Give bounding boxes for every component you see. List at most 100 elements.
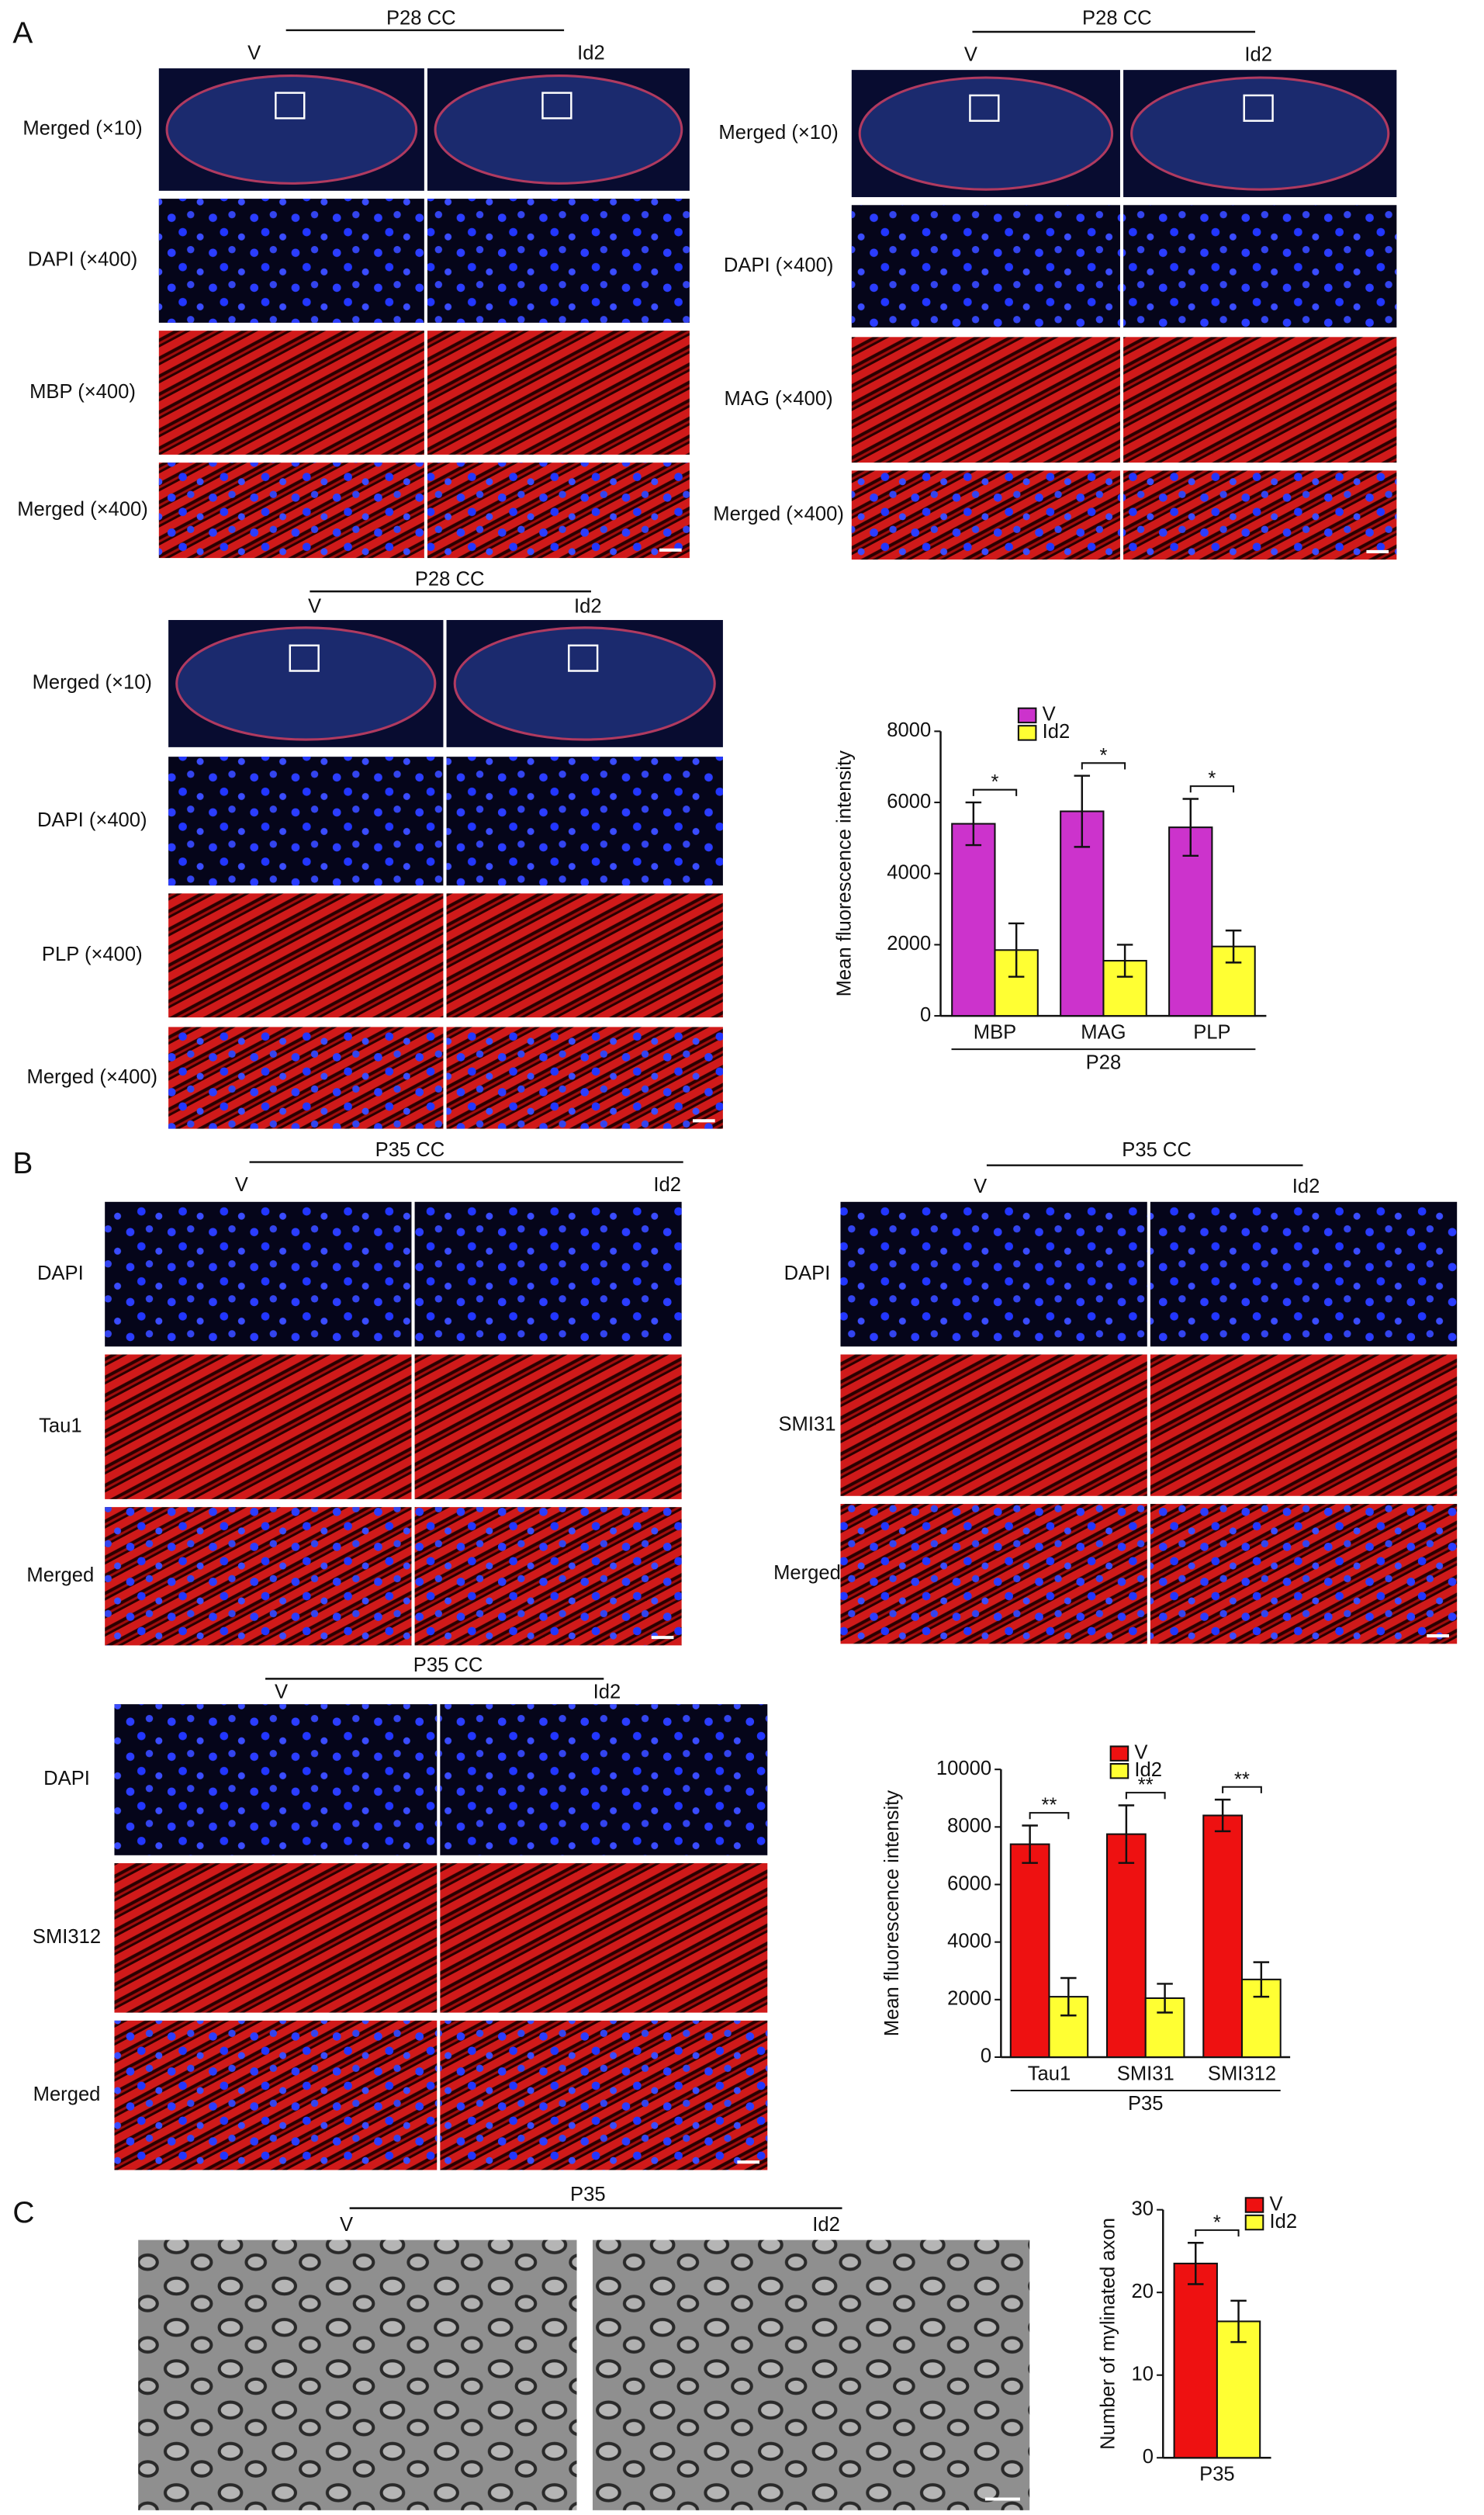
bar [1102, 960, 1147, 1017]
y-tick-label: 20 [1132, 2281, 1154, 2302]
error-bar [965, 801, 982, 847]
error-bar [1225, 929, 1242, 964]
dapi-nuclei [840, 1201, 1147, 1347]
significance: ** [1042, 1795, 1057, 1817]
x-tick-label: P35 [1199, 2464, 1235, 2486]
fiber-stain [158, 331, 424, 455]
fiber-stain [840, 1354, 1147, 1496]
row-label: DAPI [784, 1263, 831, 1284]
y-tick-label: 0 [920, 1004, 931, 1026]
roi-box [568, 644, 599, 672]
y-tick-label: 4000 [887, 862, 931, 884]
dapi-nuclei [427, 462, 690, 559]
roi-box [541, 92, 572, 120]
dapi-nuclei [158, 462, 424, 559]
legend-swatch [1017, 707, 1037, 724]
error-bar [1253, 1961, 1270, 1998]
x-tick-label: SMI312 [1208, 2063, 1276, 2084]
y-tick-label: 8000 [887, 719, 931, 741]
error-bar [1188, 2242, 1204, 2285]
dapi-nuclei [1150, 1504, 1458, 1644]
group-header: P28 CC [415, 569, 485, 591]
significance-bracket [1222, 1786, 1262, 1793]
dapi-nuclei [414, 1507, 682, 1646]
dapi-nuclei [168, 757, 444, 886]
group-header: P35 CC [375, 1139, 445, 1161]
brain-section [1130, 76, 1390, 191]
row-label: Merged [26, 1564, 94, 1586]
bar [1106, 1833, 1147, 2059]
row-label: DAPI (×400) [724, 255, 834, 276]
bar [1202, 1814, 1244, 2059]
y-tick-label: 6000 [947, 1872, 991, 1894]
error-bar [1116, 944, 1133, 978]
column-label: V [340, 2214, 353, 2236]
fiber-stain [168, 893, 444, 1018]
row-label: DAPI (×400) [37, 809, 147, 831]
row-label: SMI31 [778, 1413, 835, 1435]
error-bar [1022, 1824, 1038, 1864]
fiber-stain [114, 1863, 438, 2013]
dapi-nuclei [851, 205, 1120, 328]
y-tick-label: 2000 [947, 1988, 991, 2010]
error-bar [1157, 1983, 1173, 2014]
panel-label: A [12, 16, 33, 50]
panel-label: C [12, 2196, 34, 2229]
column-label: Id2 [593, 1682, 621, 1703]
group-label: P28 [1086, 1051, 1122, 1073]
row-label: Merged (×10) [33, 672, 152, 694]
row-label: DAPI [37, 1263, 84, 1284]
y-axis-label: Number of mylinated axon [1097, 2218, 1119, 2450]
fiber-stain [105, 1354, 412, 1499]
brain-section [165, 74, 418, 185]
fiber-stain [414, 1354, 682, 1499]
legend-swatch [1244, 2197, 1264, 2213]
y-tick-label: 10 [1132, 2363, 1154, 2385]
legend-swatch [1017, 725, 1037, 741]
dapi-nuclei [1150, 1201, 1458, 1347]
roi-box [289, 644, 320, 672]
legend-label: Id2 [1043, 721, 1071, 743]
em-image [592, 2240, 1030, 2510]
significance-bracket [1029, 1812, 1070, 1820]
legend-label: V [1134, 1741, 1147, 1763]
em-image [138, 2240, 577, 2510]
legend-label: V [1043, 704, 1056, 726]
significance: * [1099, 745, 1107, 767]
dapi-nuclei [440, 1704, 768, 1855]
y-tick-label: 30 [1132, 2198, 1154, 2219]
dapi-nuclei [414, 1201, 682, 1347]
error-bar [1008, 922, 1025, 978]
error-bar [1182, 798, 1199, 857]
x-tick-label: SMI31 [1117, 2063, 1174, 2084]
dapi-nuclei [840, 1504, 1147, 1644]
column-label: Id2 [653, 1174, 681, 1196]
x-tick-label: PLP [1193, 1021, 1230, 1043]
error-bar [1230, 2299, 1247, 2344]
error-bar [1214, 1798, 1231, 1833]
column-label: Id2 [577, 42, 605, 64]
significance-bracket [972, 788, 1018, 796]
dapi-nuclei [427, 199, 690, 323]
significance: ** [1138, 1775, 1154, 1796]
group-header: P35 [570, 2184, 606, 2205]
row-label: MBP (×400) [29, 381, 136, 403]
dapi-nuclei [446, 757, 723, 886]
bar [1168, 826, 1213, 1017]
y-tick-label: 2000 [887, 933, 931, 954]
brain-section [858, 76, 1114, 191]
fiber-stain [851, 337, 1120, 463]
brain-section [175, 626, 437, 741]
y-tick-label: 4000 [947, 1930, 991, 1952]
column-label: V [964, 43, 977, 65]
legend-swatch [1109, 1762, 1129, 1779]
column-label: Id2 [812, 2214, 840, 2236]
row-label: Tau1 [39, 1415, 81, 1436]
x-tick-label: MAG [1081, 1021, 1126, 1043]
fiber-stain [1123, 337, 1397, 463]
roi-box [1243, 94, 1274, 122]
error-bar [1118, 1804, 1135, 1864]
y-tick-label: 6000 [887, 791, 931, 812]
column-label: V [308, 595, 321, 617]
